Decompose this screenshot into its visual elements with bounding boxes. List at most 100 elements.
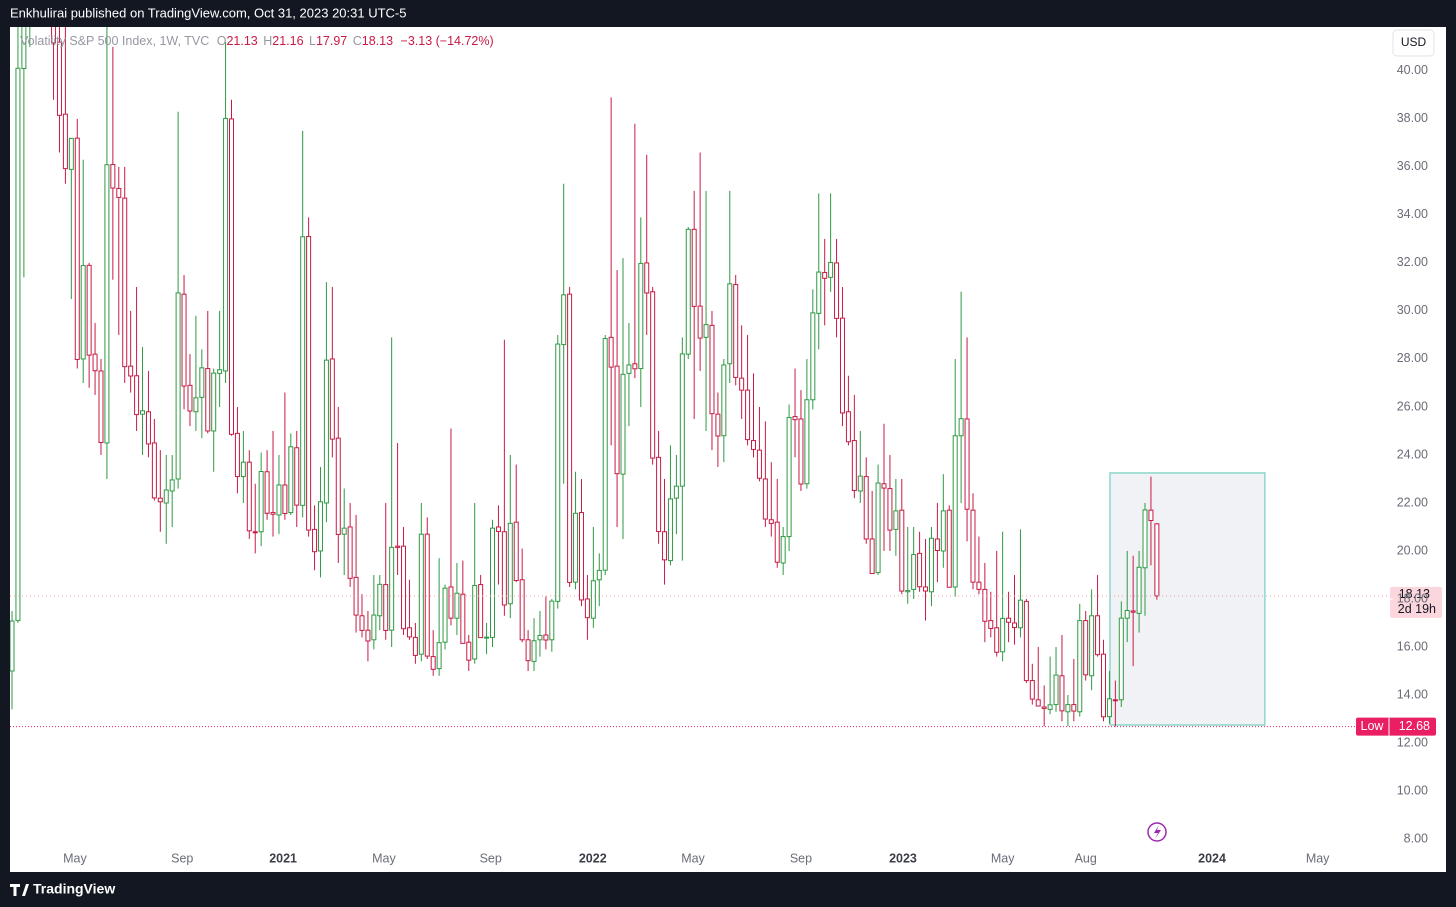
legend-value: 21.13 xyxy=(226,34,257,48)
candle-body xyxy=(869,538,875,575)
candle-body xyxy=(573,512,579,583)
y-tick-label: 28.00 xyxy=(1397,351,1428,365)
candle-body xyxy=(98,370,104,443)
candle-body xyxy=(110,164,116,189)
candle-body xyxy=(1118,617,1124,701)
y-tick-label: 20.00 xyxy=(1397,543,1428,557)
candle-body xyxy=(335,437,341,535)
candle-body xyxy=(632,363,638,370)
candle-body xyxy=(697,305,703,339)
legend-value: 18.13 xyxy=(362,34,393,48)
y-tick-label: 14.00 xyxy=(1397,687,1428,701)
candle-body xyxy=(917,552,923,588)
candle-body xyxy=(448,586,454,619)
candle-body xyxy=(199,367,205,398)
low-tag xyxy=(1356,717,1436,736)
candle-body xyxy=(157,497,163,503)
candle-body xyxy=(80,265,86,360)
candle-body xyxy=(667,498,673,562)
candle-body xyxy=(347,526,353,579)
candle-body xyxy=(1130,610,1136,613)
candle-body xyxy=(442,587,448,643)
candle-body xyxy=(478,584,484,639)
candle-body xyxy=(911,554,917,590)
last-price-tag xyxy=(1390,586,1442,618)
candle-body xyxy=(893,510,899,530)
candle-body xyxy=(798,418,804,485)
candle-body xyxy=(466,641,472,661)
candle-body xyxy=(507,522,513,605)
candle-body xyxy=(490,527,496,638)
x-tick-label: May xyxy=(681,851,705,865)
legend-value: 21.16 xyxy=(272,34,303,48)
candle-body xyxy=(964,418,970,510)
candle-body xyxy=(691,228,697,307)
candle-body xyxy=(1100,653,1106,718)
x-tick-label: 2024 xyxy=(1198,851,1226,865)
y-tick-label: 36.00 xyxy=(1397,159,1428,173)
candle-body xyxy=(68,137,74,170)
candle-body xyxy=(1047,704,1053,710)
candle-body xyxy=(626,364,632,374)
chart-area xyxy=(10,27,1446,872)
y-tick-label: 8.00 xyxy=(1404,831,1428,845)
candle-body xyxy=(282,484,288,515)
legend-key: O xyxy=(217,34,227,48)
y-tick-label: 18.00 xyxy=(1397,591,1428,605)
x-tick-label: May xyxy=(63,851,87,865)
currency-button[interactable] xyxy=(1392,29,1435,57)
event-icon[interactable] xyxy=(1147,822,1167,842)
currency[interactable]: USD xyxy=(1401,35,1427,49)
candle-body xyxy=(377,583,383,617)
candle-body xyxy=(988,620,994,629)
candle-body xyxy=(228,118,234,435)
y-tick-label: 34.00 xyxy=(1397,207,1428,221)
candle-body xyxy=(193,397,199,413)
candle-body xyxy=(276,484,282,516)
candle-body xyxy=(294,447,300,506)
candle-body xyxy=(151,442,157,499)
candle-body xyxy=(804,399,810,485)
candle-body xyxy=(519,579,525,641)
candle-body xyxy=(608,336,614,368)
candle-body xyxy=(958,418,964,437)
candle-body xyxy=(145,411,151,445)
countdown: 2d 19h xyxy=(1398,602,1436,616)
candle-body xyxy=(501,531,507,606)
legend-change: −3.13 (−14.72%) xyxy=(401,34,494,48)
candle-body xyxy=(211,372,217,432)
brand: TradingView xyxy=(33,881,115,897)
highlight-layer xyxy=(1109,472,1266,726)
candle-body xyxy=(602,338,608,571)
candle-body xyxy=(994,627,1000,653)
x-tick-label: 2023 xyxy=(889,851,917,865)
candle-body xyxy=(727,283,733,365)
candle-body xyxy=(1089,615,1095,677)
candle-body xyxy=(223,117,229,372)
candle-body xyxy=(662,531,668,561)
candle-body xyxy=(578,512,584,601)
candle-body xyxy=(644,262,650,294)
candle-body xyxy=(258,471,264,533)
candle-body xyxy=(970,509,976,583)
candle-body xyxy=(531,640,537,662)
candle-body xyxy=(395,545,401,548)
symbol-title: Volatility S&P 500 Index, 1W, TVC xyxy=(20,34,209,48)
candle-body xyxy=(1136,566,1142,614)
candle-body xyxy=(851,440,857,491)
candle-body xyxy=(359,615,365,631)
candle-body xyxy=(614,365,620,475)
candle-body xyxy=(816,271,822,314)
candle-body xyxy=(472,585,478,660)
candle-body xyxy=(656,456,662,533)
candle-body xyxy=(715,413,721,437)
candle-body xyxy=(857,475,863,492)
candle-body xyxy=(934,538,940,551)
candle-body xyxy=(51,27,57,44)
candle-body xyxy=(1154,523,1160,597)
candle-body xyxy=(270,512,276,515)
candle-body xyxy=(976,581,982,590)
candle-body xyxy=(834,262,840,319)
